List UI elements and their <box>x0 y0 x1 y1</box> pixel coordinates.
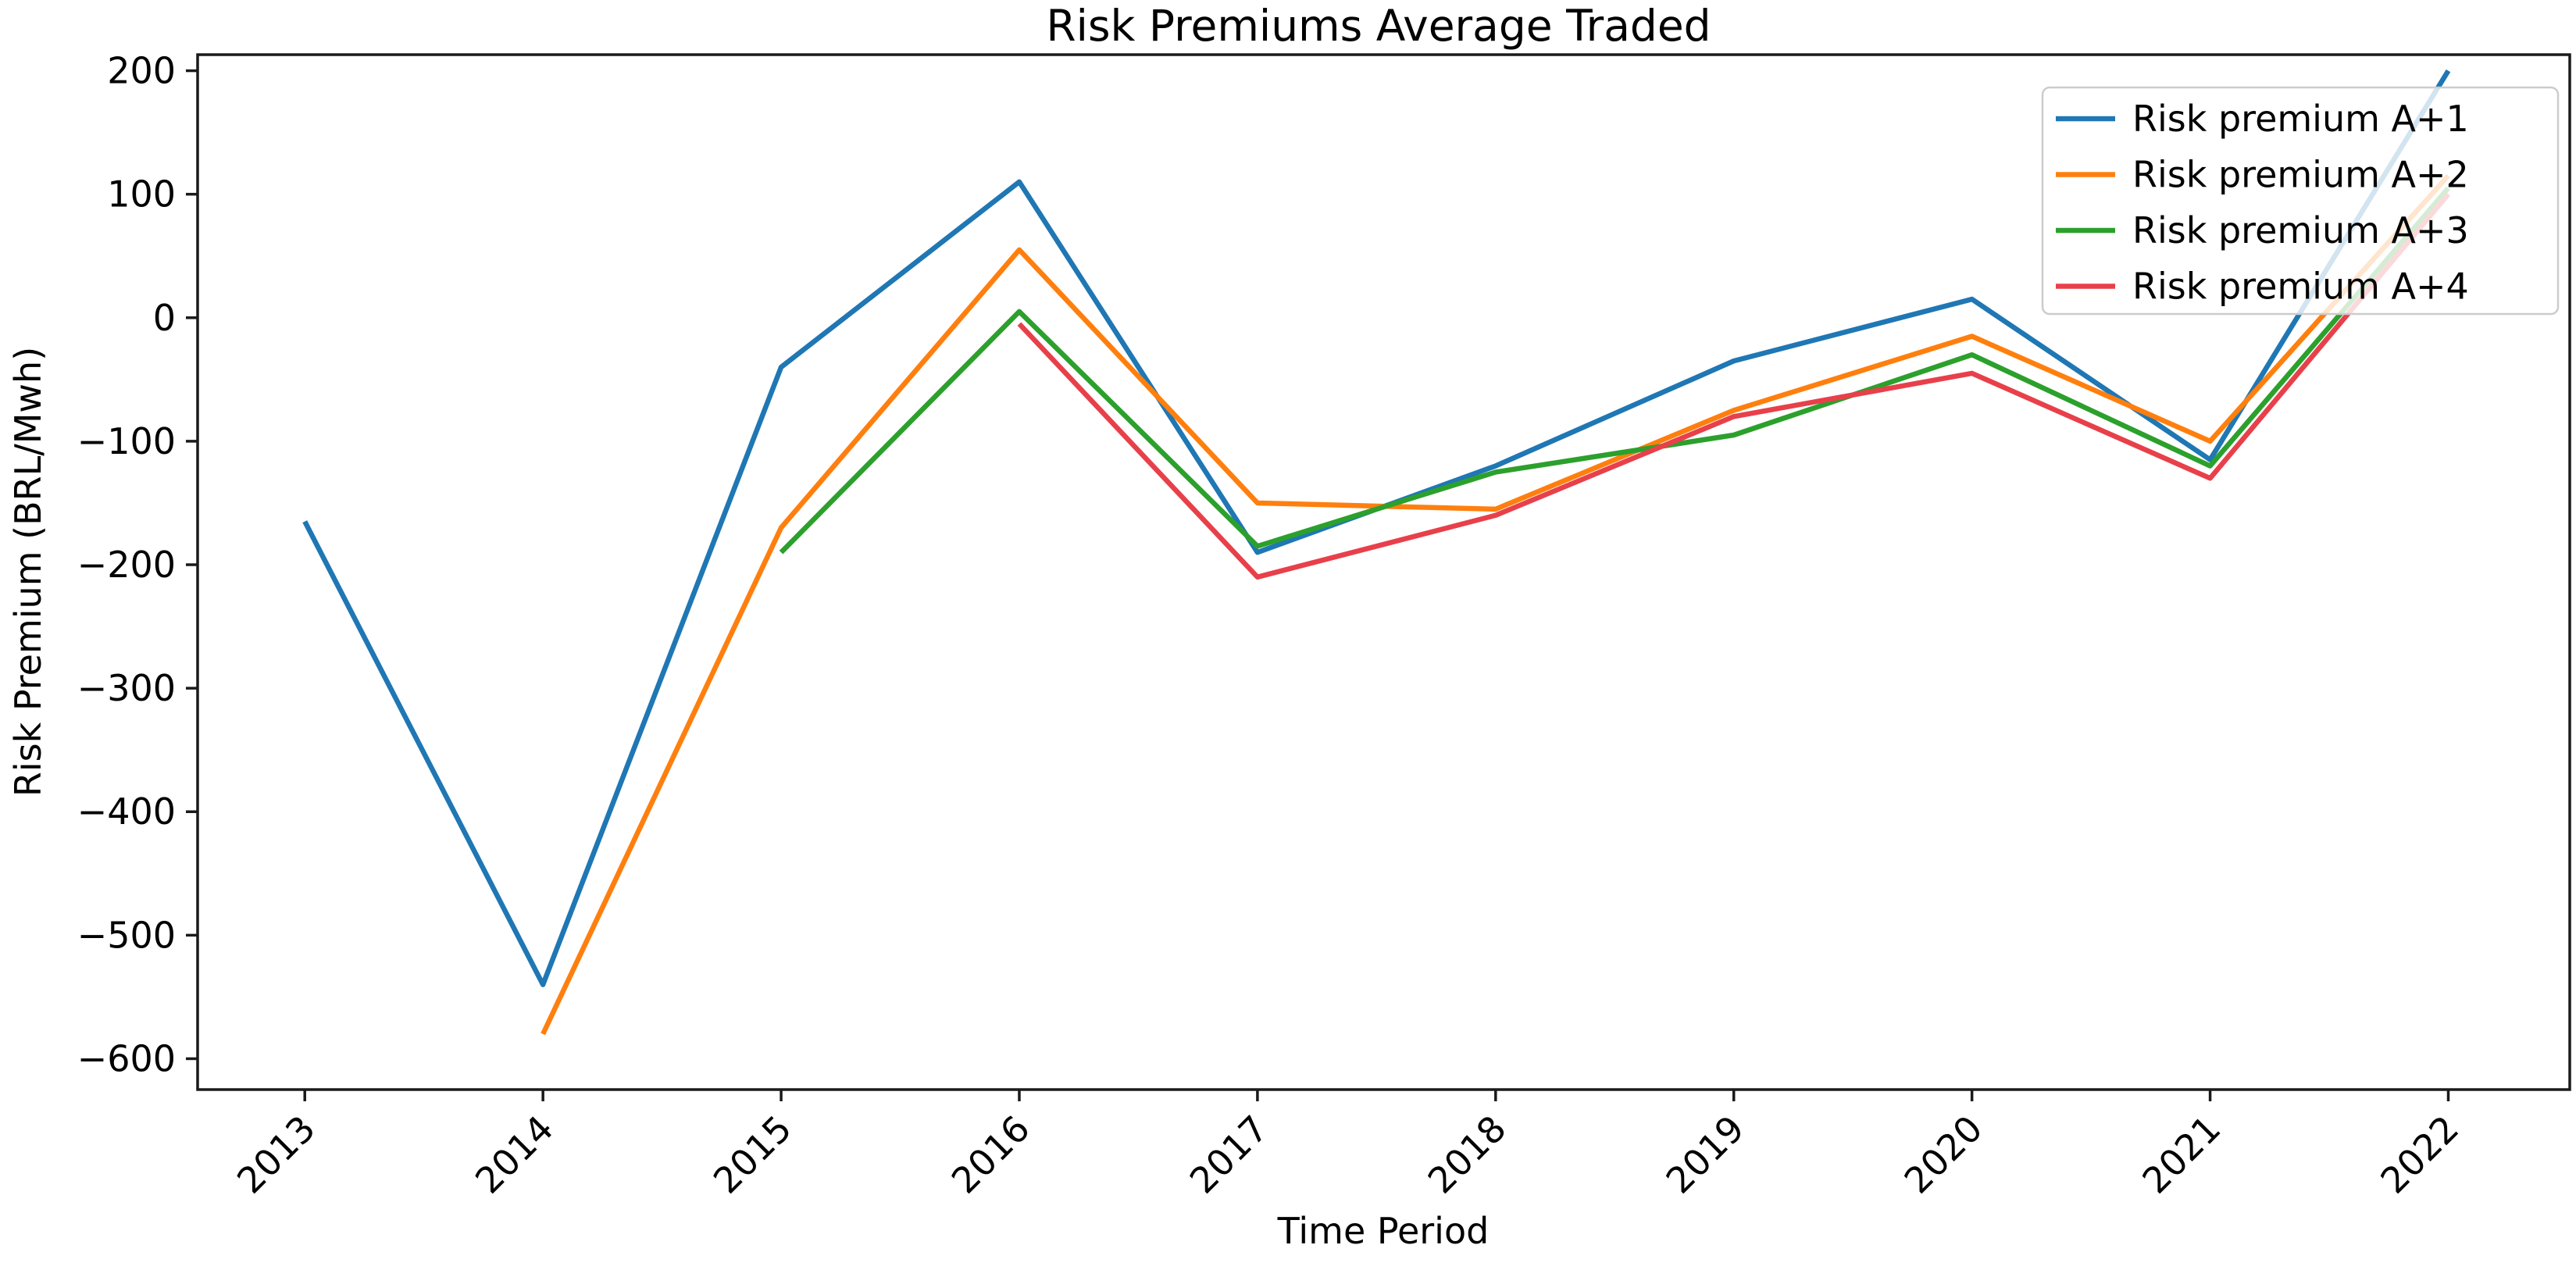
x-tick-label: 2022 <box>2372 1108 2467 1202</box>
series-line-2 <box>541 173 2450 1036</box>
legend-box <box>2041 86 2560 316</box>
series-line-3 <box>779 186 2450 555</box>
x-tick-label: 2021 <box>2134 1108 2228 1202</box>
x-tick-label: 2015 <box>705 1108 800 1202</box>
chart-title: Risk Premiums Average Traded <box>1046 1 1711 51</box>
series-line-4 <box>1017 192 2450 580</box>
legend-label-1: Risk premium A+1 <box>2132 98 2469 140</box>
y-tick-label: −200 <box>77 544 176 586</box>
legend-label-3: Risk premium A+3 <box>2132 209 2469 252</box>
plot-frame <box>196 53 2571 1091</box>
y-tick-label: −300 <box>77 667 176 709</box>
y-tick-label: 100 <box>107 173 176 216</box>
x-tick-label: 2016 <box>944 1108 1038 1202</box>
x-axis-label: Time Period <box>1277 1210 1490 1252</box>
legend-label-4: Risk premium A+4 <box>2132 266 2469 308</box>
x-tick-label: 2020 <box>1896 1108 1990 1202</box>
x-tick-label: 2017 <box>1182 1108 1276 1202</box>
y-tick-label: 200 <box>107 50 176 92</box>
x-tick-label: 2018 <box>1420 1108 1515 1202</box>
y-tick-label: −100 <box>77 420 176 462</box>
y-tick-label: −400 <box>77 790 176 833</box>
x-tick-label: 2014 <box>467 1108 562 1202</box>
y-axis-label: Risk Premium (BRL/Mwh) <box>7 347 49 797</box>
legend-label-2: Risk premium A+2 <box>2132 154 2469 196</box>
x-tick-label: 2013 <box>229 1108 323 1202</box>
y-tick-label: 0 <box>153 297 176 339</box>
y-tick-label: −600 <box>77 1037 176 1079</box>
y-tick-label: −500 <box>77 914 176 956</box>
x-tick-label: 2019 <box>1658 1108 1753 1202</box>
plot-area: 200 100 0 −100 −200 −300 −400 −500 −600 2013 2014 2… <box>77 50 2571 1202</box>
